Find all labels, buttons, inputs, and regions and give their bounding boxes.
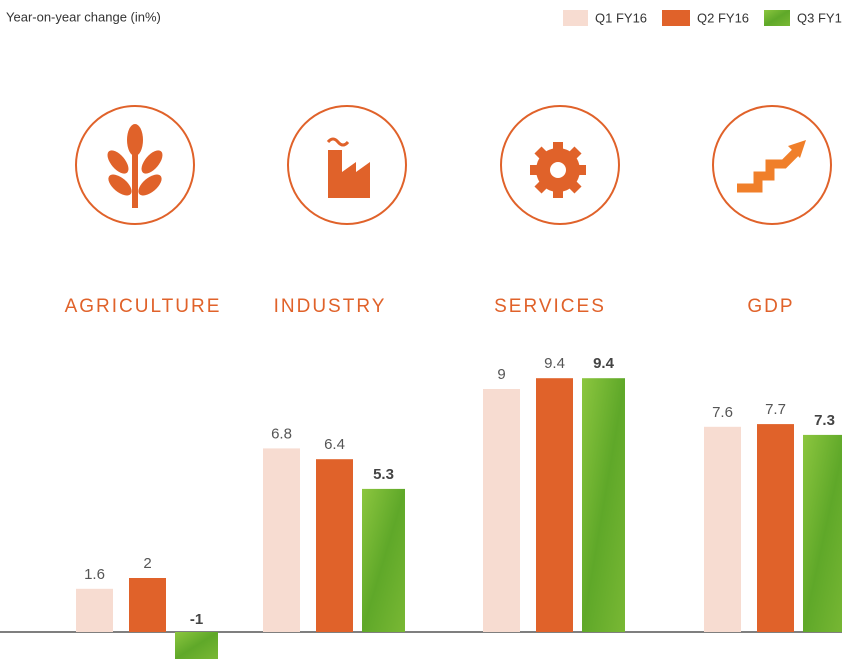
legend-label: Q2 FY16	[697, 10, 749, 25]
legend-swatch	[662, 10, 690, 26]
value-label: 5.3	[373, 466, 394, 483]
value-label: 9.4	[593, 355, 615, 372]
bar	[704, 426, 741, 632]
value-label: 6.4	[324, 436, 345, 453]
bar	[582, 378, 625, 632]
icon-gdp	[712, 105, 832, 225]
bar	[263, 448, 300, 632]
value-label: 2	[143, 555, 151, 572]
value-label: 6.8	[271, 425, 292, 442]
value-label: 1.6	[84, 566, 105, 583]
legend-swatch	[563, 10, 588, 26]
legend-label: Q1 FY16	[595, 10, 647, 25]
value-label: -1	[190, 611, 203, 628]
category-label: AGRICULTURE	[65, 296, 222, 317]
value-label: 9.4	[544, 355, 565, 372]
bar	[757, 424, 794, 632]
icon-services	[500, 105, 620, 225]
bar	[803, 434, 842, 632]
value-label: 7.3	[814, 412, 835, 429]
category-label: SERVICES	[494, 296, 606, 317]
legend-label: Q3 FY16	[797, 10, 842, 25]
value-label: 9	[497, 366, 505, 383]
bar	[76, 588, 113, 632]
chart-title: Year-on-year change (in%)	[6, 9, 161, 24]
category-label: INDUSTRY	[274, 296, 387, 317]
icon-industry	[287, 105, 407, 225]
bar	[536, 378, 573, 632]
category-label: GDP	[747, 296, 794, 317]
bar	[175, 632, 218, 659]
bar	[129, 578, 166, 632]
value-label: 7.6	[712, 404, 733, 421]
icon-agriculture	[75, 105, 195, 225]
bar	[362, 488, 405, 632]
bar	[316, 459, 353, 632]
value-label: 7.7	[765, 401, 786, 418]
legend-swatch	[764, 10, 790, 26]
bar	[483, 389, 520, 632]
